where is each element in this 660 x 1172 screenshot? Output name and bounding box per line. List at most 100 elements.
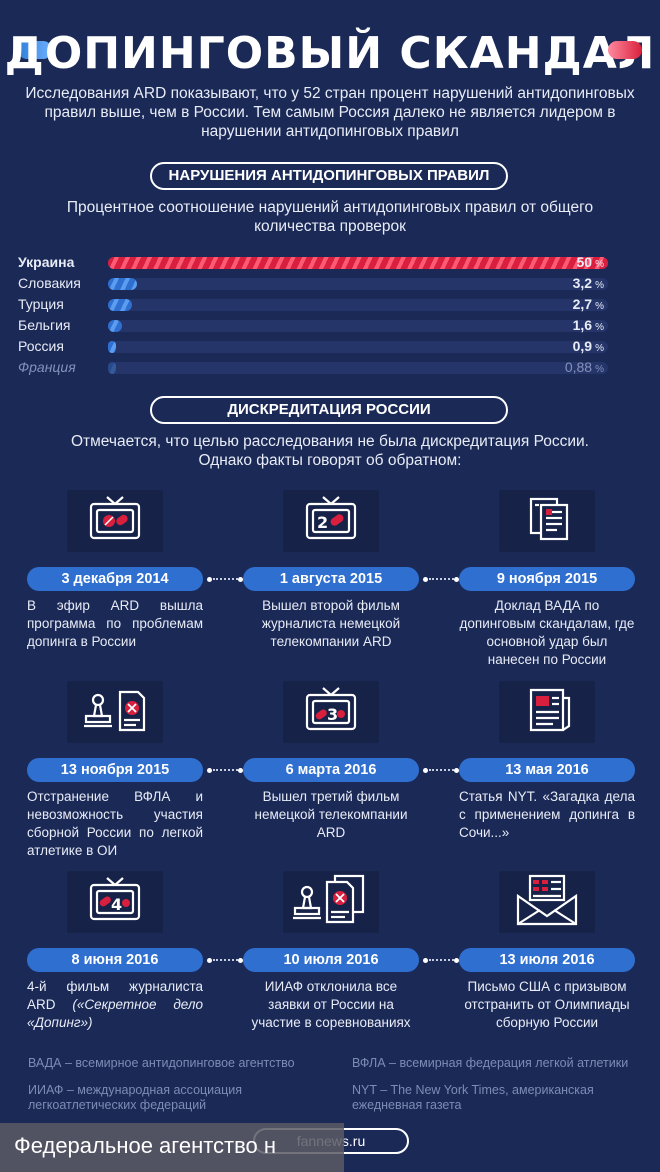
bar xyxy=(108,341,116,353)
connector-dot xyxy=(423,958,428,963)
event-description-plain: 4-й фильм журналиста ARD xyxy=(27,979,203,1012)
tv-3-icon: 3 xyxy=(301,686,361,739)
section-heading-violations: НАРУШЕНИЯ АНТИДОПИНГОВЫХ ПРАВИЛ xyxy=(150,162,508,190)
blue-pill-icon xyxy=(18,41,52,59)
connector-dot xyxy=(207,958,212,963)
bar-value-label: 50% xyxy=(540,254,604,270)
intro-text: Исследования ARD показывают, что у 52 ст… xyxy=(25,85,635,140)
bar-value-label: 0,88% xyxy=(540,359,604,375)
bar-label: Россия xyxy=(18,338,64,354)
event-description: Доклад ВАДА по допинговым скандалам, где… xyxy=(459,598,635,667)
event-icon-box xyxy=(67,490,163,552)
footnote-iaaf: ИИАФ – международная ассоциация легкоатл… xyxy=(28,1083,243,1112)
bar-value-number: 1,6 xyxy=(572,317,593,333)
event-icon-box xyxy=(283,871,379,933)
chart-subtitle: Процентное соотношение нарушений антидоп… xyxy=(66,199,594,235)
bar-label: Турция xyxy=(18,296,64,312)
connector-line xyxy=(213,578,241,582)
footnote-vfla: ВФЛА – всемирная федерация легкой атлети… xyxy=(352,1056,629,1070)
connector-dot xyxy=(423,577,428,582)
bar-value-unit: % xyxy=(595,259,604,270)
bar-label: Украина xyxy=(18,254,75,270)
bar-value-unit: % xyxy=(595,343,604,354)
event-description-italic: («Секретное дело «Допинг») xyxy=(27,997,203,1030)
event-date: 10 июля 2016 xyxy=(243,948,419,972)
connector-line xyxy=(213,769,241,773)
tv-4-icon: 4 xyxy=(85,876,145,929)
red-pill-icon xyxy=(608,41,642,59)
bar xyxy=(108,257,608,269)
tv-2-icon: 2 xyxy=(301,495,361,548)
connector-dot xyxy=(454,577,459,582)
timeline-subtitle: Отмечается, что целью расследования не б… xyxy=(70,433,589,469)
stamp-documents-icon xyxy=(291,874,371,931)
event-icon-box: 4 xyxy=(67,871,163,933)
bar-value-unit: % xyxy=(595,364,604,375)
connector-dot xyxy=(238,577,243,582)
event-description: Статья NYT. «Загадка дела с применением … xyxy=(459,789,635,840)
event-description: В эфир ARD вышла программа по проблемам … xyxy=(27,598,203,649)
bar-value-number: 3,2 xyxy=(572,275,593,291)
event-description: 4-й фильм журналиста ARD («Секретное дел… xyxy=(27,978,203,1032)
event-icon-box xyxy=(499,681,595,743)
connector-dot xyxy=(423,768,428,773)
connector-line xyxy=(213,959,241,963)
agency-ribbon: Федеральное агентство н xyxy=(0,1123,344,1172)
bar-track xyxy=(108,341,608,353)
event-date: 13 мая 2016 xyxy=(459,758,635,782)
bar-value-unit: % xyxy=(595,322,604,333)
event-icon-box xyxy=(67,681,163,743)
bar-value-number: 0,88 xyxy=(564,359,593,375)
connector-dot xyxy=(238,958,243,963)
bar-track xyxy=(108,320,608,332)
page-title: ДОПИНГОВЫЙ СКАНДАЛ xyxy=(4,28,656,79)
event-date: 1 августа 2015 xyxy=(243,567,419,591)
section-heading-discredit: ДИСКРЕДИТАЦИЯ РОССИИ xyxy=(150,396,508,424)
footnote-nyt: NYT – The New York Times, американская е… xyxy=(352,1083,594,1112)
bar-label: Франция xyxy=(18,359,76,375)
event-date: 13 июля 2016 xyxy=(459,948,635,972)
connector-dot xyxy=(207,768,212,773)
svg-text:3: 3 xyxy=(327,705,338,724)
bar-label: Словакия xyxy=(18,275,81,291)
connector-dot xyxy=(454,958,459,963)
bar xyxy=(108,320,122,332)
event-date: 6 марта 2016 xyxy=(243,758,419,782)
event-date: 13 ноября 2015 xyxy=(27,758,203,782)
bar-value-label: 2,7% xyxy=(540,296,604,312)
bar-track xyxy=(108,362,608,374)
bar-track xyxy=(108,278,608,290)
svg-text:4: 4 xyxy=(111,895,122,914)
connector-line xyxy=(429,578,457,582)
event-icon-box: 3 xyxy=(283,681,379,743)
event-description: Вышел второй фильм журналиста немецкой т… xyxy=(261,598,401,649)
bar-value-number: 0,9 xyxy=(572,338,593,354)
newspaper-icon xyxy=(517,686,577,739)
bar-value-unit: % xyxy=(595,280,604,291)
footnote-wada: ВАДА – всемирное антидопинговое агентств… xyxy=(28,1056,295,1070)
bar xyxy=(108,278,137,290)
bar-value-label: 0,9% xyxy=(540,338,604,354)
bar-track xyxy=(108,299,608,311)
svg-text:2: 2 xyxy=(317,513,328,532)
bar xyxy=(108,299,132,311)
bar-label: Бельгия xyxy=(18,317,71,333)
stamp-icon xyxy=(80,686,150,739)
event-icon-box: 2 xyxy=(283,490,379,552)
bar-value-label: 3,2% xyxy=(540,275,604,291)
bar-value-number: 50 xyxy=(576,254,593,270)
bar xyxy=(108,362,116,374)
bar-value-unit: % xyxy=(595,301,604,312)
bar-value-label: 1,6% xyxy=(540,317,604,333)
connector-dot xyxy=(207,577,212,582)
event-date: 8 июня 2016 xyxy=(27,948,203,972)
connector-line xyxy=(429,769,457,773)
event-description: Отстранение ВФЛА и невозможность участия… xyxy=(27,789,203,858)
connector-line xyxy=(429,959,457,963)
tv-pills-icon xyxy=(85,495,145,548)
event-description: Письмо США с призывом отстранить от Олим… xyxy=(464,979,630,1030)
connector-dot xyxy=(454,768,459,773)
event-icon-box xyxy=(499,871,595,933)
connector-dot xyxy=(238,768,243,773)
event-icon-box xyxy=(499,490,595,552)
